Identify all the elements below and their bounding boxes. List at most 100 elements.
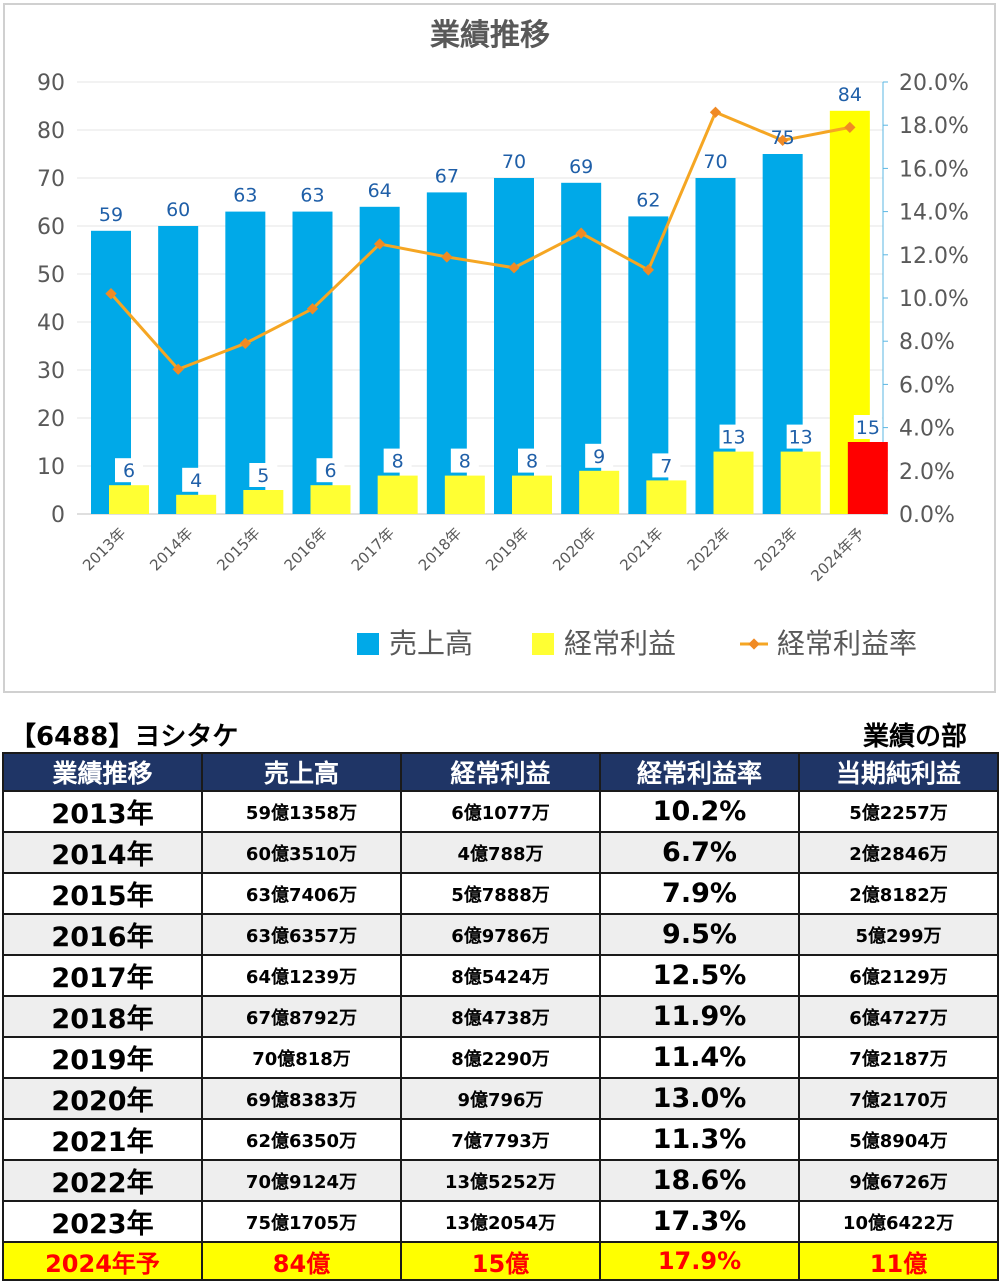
cell-profit-rate: 6.7% (599, 831, 800, 874)
cell-sales: 60億3510万 (201, 831, 402, 874)
point-profit-rate (239, 337, 251, 350)
x-tick-label: 2019年 (482, 524, 532, 574)
bar-ordinary-profit (109, 485, 149, 514)
cell-net-profit: 7億2187万 (798, 1036, 999, 1079)
cell-net-profit: 9億6726万 (798, 1159, 999, 1202)
x-tick-label: 2014年 (146, 524, 196, 574)
y-left-tick-label: 0 (51, 503, 65, 528)
label-ordinary-profit: 6 (123, 460, 135, 482)
x-tick-label: 2013年 (79, 524, 129, 574)
y-left-tick-label: 90 (37, 71, 65, 96)
y-right-tick-label: 0.0% (899, 503, 955, 528)
point-profit-rate (441, 251, 453, 263)
legend-swatch-sales (357, 633, 379, 655)
cell-profit-rate: 13.0% (599, 1077, 800, 1120)
cell-profit-rate: 12.5% (599, 954, 800, 997)
col-header-period: 業績推移 (2, 752, 203, 792)
cell-year: 2023年 (2, 1200, 203, 1243)
table-row: 2016年 63億6357万 6億9786万 9.5% 5億299万 (2, 913, 999, 956)
cell-profit-rate: 17.3% (599, 1200, 800, 1243)
point-profit-rate (575, 227, 587, 239)
section-title: 業績の部 (862, 722, 967, 752)
point-profit-rate (777, 134, 789, 146)
label-ordinary-profit: 8 (459, 451, 471, 473)
label-ordinary-profit: 6 (324, 460, 336, 482)
label-ordinary-profit: 4 (190, 470, 202, 492)
label-sales: 64 (368, 180, 392, 202)
cell-sales: 67億8792万 (201, 995, 402, 1038)
point-profit-rate (172, 363, 184, 375)
col-header-sales: 売上高 (201, 752, 402, 792)
cell-sales: 75億1705万 (201, 1200, 402, 1243)
x-tick-label: 2021年 (616, 524, 666, 574)
chart-panel: 業績推移 0 10 20 30 40 50 60 70 80 90 0.0% 2.0% 4.0% 6.0% 8… (3, 3, 996, 693)
col-header-profit-rate: 経常利益率 (599, 752, 800, 792)
y-right-tick-label: 10.0% (899, 287, 969, 312)
label-sales: 69 (569, 156, 593, 178)
y-right-tick-label: 8.0% (899, 330, 955, 355)
cell-net-profit: 6億4727万 (798, 995, 999, 1038)
cell-ordinary-profit: 8億5424万 (400, 954, 601, 997)
label-ordinary-profit-bg (450, 448, 479, 473)
x-tick-label: 2023年 (751, 524, 801, 574)
company-name: 【6488】ヨシタケ (10, 722, 239, 752)
y-left-tick-label: 30 (37, 359, 65, 384)
cell-sales: 70億9124万 (201, 1159, 402, 1202)
cell-net-profit: 5億299万 (798, 913, 999, 956)
x-tick-label: 2022年 (684, 524, 734, 574)
y-right-tick-label: 12.0% (899, 244, 969, 269)
table-row: 2022年 70億9124万 13億5252万 18.6% 9億6726万 (2, 1159, 999, 1202)
label-ordinary-profit: 8 (392, 451, 404, 473)
y-right-tick-label: 20.0% (899, 71, 969, 96)
point-profit-rate (642, 264, 654, 276)
cell-ordinary-profit: 5億7888万 (400, 872, 601, 915)
y-left-tick-label: 70 (37, 167, 65, 192)
y-left-tick-label: 20 (37, 407, 65, 432)
x-tick-label: 2016年 (281, 524, 331, 574)
point-profit-rate (306, 303, 319, 315)
y-left-tick-label: 10 (37, 455, 65, 480)
bar-ordinary-profit (310, 485, 351, 514)
legend-marker-profit-rate (748, 638, 760, 650)
table-row: 2015年 63億7406万 5億7888万 7.9% 2億8182万 (2, 872, 999, 915)
label-sales: 63 (300, 185, 324, 207)
cell-ordinary-profit: 13億5252万 (400, 1159, 601, 1202)
bar-ordinary-profit (512, 475, 552, 514)
label-ordinary-profit: 7 (660, 455, 672, 477)
cell-year: 2022年 (2, 1159, 203, 1202)
cell-sales: 59億1358万 (201, 790, 402, 833)
bar-ordinary-profit (646, 480, 687, 514)
x-tick-label: 2024年予 (807, 524, 868, 585)
legend-swatch-ordinary-profit (532, 633, 554, 655)
cell-ordinary-profit: 6億1077万 (400, 790, 601, 833)
cell-profit-rate: 11.4% (599, 1036, 800, 1079)
cell-ordinary-profit: 9億796万 (400, 1077, 601, 1120)
y-right-tick-label: 14.0% (899, 201, 969, 226)
table-row: 2019年 70億818万 8億2290万 11.4% 7億2187万 (2, 1036, 999, 1079)
cell-year: 2024年予 (2, 1241, 203, 1281)
table-row: 2017年 64億1239万 8億5424万 12.5% 6億2129万 (2, 954, 999, 997)
cell-net-profit: 5億2257万 (798, 790, 999, 833)
label-sales: 63 (233, 185, 257, 207)
label-ordinary-profit: 15 (856, 417, 880, 439)
cell-sales: 70億818万 (201, 1036, 402, 1079)
cell-year: 2014年 (2, 831, 203, 874)
cell-net-profit: 5億8904万 (798, 1118, 999, 1161)
y-left-tick-label: 60 (37, 215, 65, 240)
cell-ordinary-profit: 7億7793万 (400, 1118, 601, 1161)
table-row: 2021年 62億6350万 7億7793万 11.3% 5億8904万 (2, 1118, 999, 1161)
cell-profit-rate: 10.2% (599, 790, 800, 833)
x-tick-label: 2020年 (549, 524, 599, 574)
cell-sales: 84億 (201, 1241, 402, 1281)
point-profit-rate (709, 106, 722, 118)
label-sales: 62 (636, 189, 660, 211)
table-row: 2023年 75億1705万 13億2054万 17.3% 10億6422万 (2, 1200, 999, 1243)
cell-profit-rate: 18.6% (599, 1159, 800, 1202)
legend-label-sales: 売上高 (389, 627, 473, 660)
forecast-row: 2024年予 84億 15億 17.9% 11億 (2, 1241, 999, 1281)
table-header-row: 業績推移 売上高 経常利益 経常利益率 当期純利益 (2, 752, 999, 792)
label-ordinary-profit-bg (585, 443, 614, 468)
cell-net-profit: 11億 (798, 1241, 999, 1281)
cell-profit-rate: 11.3% (599, 1118, 800, 1161)
cell-sales: 63億6357万 (201, 913, 402, 956)
